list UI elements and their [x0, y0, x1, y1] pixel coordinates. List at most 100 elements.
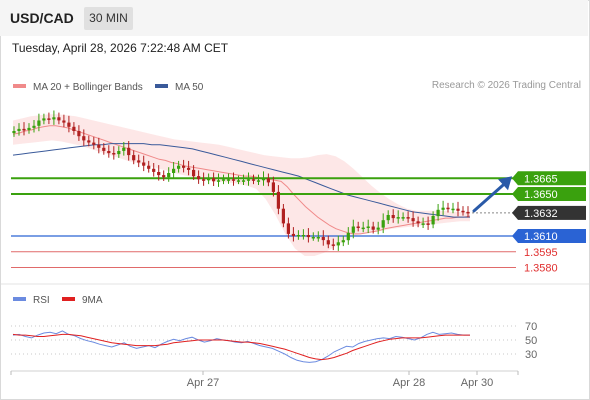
- research-credit: Research © 2026 Trading Central: [431, 80, 581, 91]
- candle-body: [112, 153, 116, 155]
- candle-body: [32, 125, 36, 128]
- candle-body: [311, 237, 315, 239]
- main-legend: MA 20 + Bollinger Bands MA 50: [13, 82, 204, 93]
- candle-body: [406, 217, 410, 219]
- candle-body: [291, 233, 295, 236]
- candle-body: [371, 226, 375, 230]
- candle-body: [47, 118, 51, 120]
- candle-body: [182, 165, 186, 168]
- x-axis: Apr 27 Apr 28 Apr 30: [10, 370, 519, 389]
- legend-swatch-rsi: [13, 297, 26, 301]
- candle-body: [107, 151, 111, 154]
- candle-body: [117, 151, 121, 155]
- x-tick-label: Apr 30: [461, 377, 493, 389]
- legend-swatch-ma50: [155, 84, 168, 88]
- symbol-title: USD/CAD: [10, 10, 74, 26]
- candle-body: [92, 142, 96, 145]
- candle-body: [17, 128, 21, 131]
- candle-body: [221, 179, 226, 181]
- candle-body: [321, 237, 325, 241]
- candle-body: [381, 220, 385, 228]
- rsi-9ma-line: [12, 333, 470, 361]
- candle-body: [122, 147, 126, 151]
- rsi-panel: 70 50 30: [11, 321, 537, 363]
- candle-body: [286, 223, 290, 234]
- candle-body: [152, 168, 156, 172]
- forecast-arrow: [472, 176, 512, 213]
- rsi-tick-70: 70: [525, 321, 537, 333]
- candle-body: [346, 232, 350, 241]
- candle-body: [261, 178, 266, 181]
- legend-label-9ma: 9MA: [82, 295, 103, 306]
- candle-body: [306, 235, 310, 238]
- candle-body: [366, 226, 370, 228]
- pivot-tag-pointer-1-3610: [512, 229, 518, 243]
- candle-body: [82, 136, 86, 141]
- resistance-label-1-3650: 1.3650: [524, 189, 558, 201]
- candle-body: [411, 218, 415, 222]
- last-price-tag-pointer: [512, 205, 518, 220]
- candle-body: [147, 165, 151, 169]
- forecast-arrow-shaft: [472, 182, 506, 213]
- resistance-tag-1-3650: [518, 187, 586, 201]
- candle-body: [436, 209, 440, 217]
- candle-body: [326, 240, 330, 245]
- pivot-label-1-3610: 1.3610: [524, 231, 558, 243]
- candle-body: [132, 155, 136, 161]
- candle-body: [331, 244, 335, 246]
- legend-swatch-ma20: [13, 84, 26, 88]
- candle-body: [172, 168, 176, 173]
- candle-body: [142, 162, 146, 166]
- candle-body: [67, 122, 71, 127]
- candle-body: [77, 131, 81, 137]
- candle-body: [421, 223, 425, 225]
- candle-body: [416, 221, 420, 224]
- candle-body: [127, 147, 131, 156]
- rsi-legend: RSI 9MA: [13, 295, 103, 306]
- candle-body: [212, 178, 216, 182]
- candle-body: [162, 175, 166, 178]
- candle-body: [62, 120, 66, 123]
- candle-body: [266, 178, 270, 183]
- timestamp: Tuesday, April 28, 2026 7:22:48 AM CET: [12, 41, 229, 55]
- candle-body: [22, 128, 26, 131]
- candle-body: [97, 144, 101, 148]
- interval-button[interactable]: 30 MIN: [84, 7, 133, 30]
- candle-body: [102, 147, 106, 151]
- resistance-label-1-3665: 1.3665: [524, 173, 558, 185]
- candle-body: [231, 179, 236, 181]
- candle-body: [197, 176, 201, 180]
- candle-body: [52, 117, 56, 120]
- candle-body: [216, 180, 221, 182]
- candle-body: [202, 179, 206, 181]
- candle-body: [451, 208, 455, 211]
- support-label-1-3580: 1.3580: [524, 263, 558, 275]
- candle-body: [466, 211, 470, 214]
- candle-body: [361, 227, 365, 230]
- candle-body: [246, 179, 251, 181]
- candle-body: [256, 180, 261, 182]
- candle-body: [241, 180, 246, 182]
- candle-body: [251, 179, 256, 181]
- price-levels: 1.3665 1.3650 1.3632 1.3610 1.3595 1.3580: [11, 171, 586, 275]
- candle-body: [271, 182, 275, 192]
- candle-body: [401, 217, 405, 219]
- candle-body: [37, 120, 41, 126]
- resistance-tag-pointer-1-3650: [512, 187, 518, 201]
- candle-body: [316, 237, 320, 239]
- last-price-label: 1.3632: [524, 208, 558, 220]
- legend-label-ma50: MA 50: [175, 82, 204, 93]
- forecast-arrow-head: [498, 176, 512, 191]
- candle-body: [177, 165, 181, 169]
- candle-body: [426, 223, 430, 225]
- candlesticks: [12, 110, 470, 251]
- legend-label-ma20: MA 20 + Bollinger Bands: [33, 82, 143, 93]
- candle-body: [72, 126, 76, 131]
- rsi-line: [12, 330, 470, 363]
- candle-body: [296, 235, 300, 237]
- candle-body: [137, 160, 141, 163]
- candle-body: [281, 208, 285, 224]
- candle-body: [461, 210, 465, 213]
- x-tick-label: Apr 27: [187, 377, 219, 389]
